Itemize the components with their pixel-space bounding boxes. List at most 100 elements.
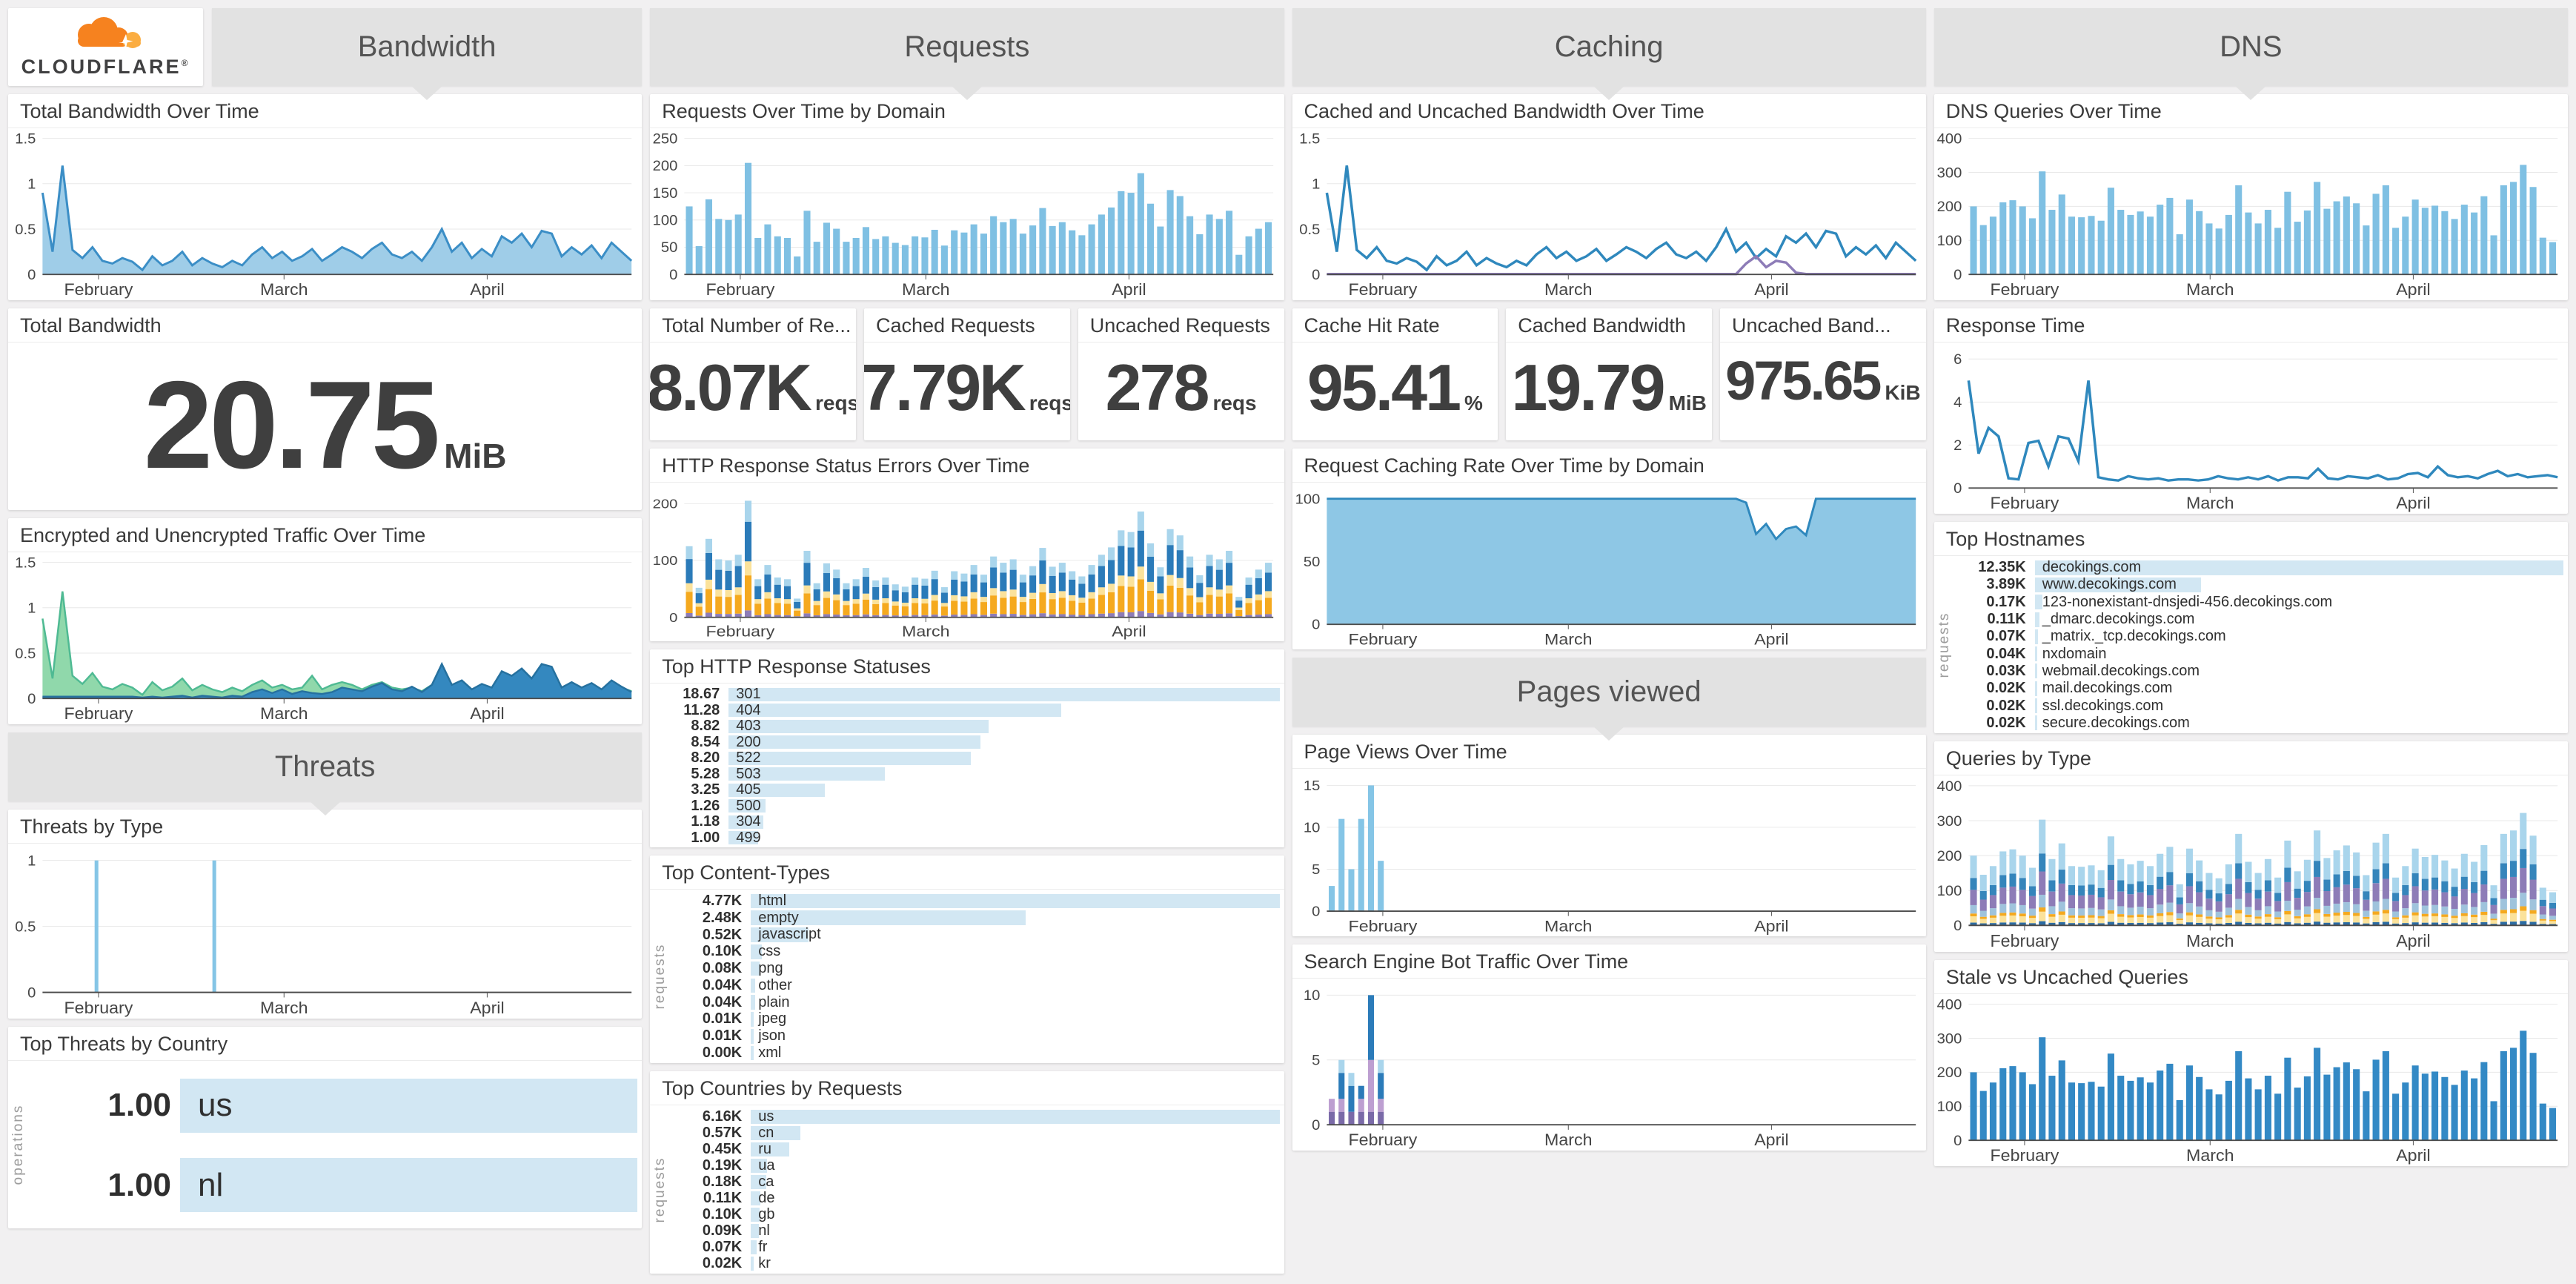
list-item[interactable]: 0.01K json	[674, 1027, 1279, 1045]
svg-text:February: February	[1348, 280, 1417, 299]
cached-uncached-line-chart[interactable]: 0 0.5 1 1.5 February March April	[1294, 131, 1922, 299]
list-item[interactable]: 0.01K jpeg	[674, 1010, 1279, 1028]
queries-by-type-stacked-chart[interactable]: 0 100 200 300 400 February March April	[1936, 778, 2563, 950]
total-bandwidth-area-chart[interactable]: 0 0.5 1 1.5 February March April	[10, 131, 637, 299]
dns-queries-bar-chart[interactable]: 0 100 200 300 400 February March April	[1936, 131, 2563, 299]
http-errors-stacked-chart[interactable]: 0 100 200 February March April	[651, 486, 1279, 640]
panel-title: Uncached Band...	[1720, 308, 1926, 342]
list-item[interactable]: 0.08K png	[674, 960, 1279, 977]
list-item-bar: us	[751, 1108, 1280, 1125]
list-item[interactable]: 0.03K webmail.decokings.com	[1958, 663, 2563, 680]
list-item[interactable]: 0.04K other	[674, 977, 1279, 994]
svg-text:0: 0	[1312, 267, 1320, 283]
svg-text:0: 0	[1312, 617, 1320, 632]
list-item[interactable]: 0.19K ua	[674, 1157, 1279, 1174]
list-item-label: 522	[736, 749, 761, 767]
list-item[interactable]: 0.45K ru	[674, 1141, 1279, 1157]
list-item[interactable]: 8.54 200	[651, 734, 1279, 751]
panel-uncached-bandwidth-stat: Uncached Band... 975.65 KiB	[1720, 308, 1926, 440]
list-item-value: 0.04K	[1986, 645, 2026, 662]
panel-bot-traffic: Search Engine Bot Traffic Over Time 0 5 10…	[1292, 944, 1926, 1151]
list-item-bar: decokings.com	[2034, 559, 2563, 575]
list-item-bar: 405	[728, 781, 1279, 798]
list-item[interactable]: 1.00 us	[32, 1068, 638, 1143]
list-item[interactable]: 0.57K cn	[674, 1125, 1279, 1141]
stat-number: 95.41	[1307, 351, 1461, 424]
stat-unit: reqs	[814, 391, 856, 414]
list-item-bar: nl	[180, 1158, 638, 1212]
list-item[interactable]: 4.77K html	[674, 893, 1280, 910]
list-item[interactable]: 6.16K us	[674, 1108, 1280, 1125]
list-item[interactable]: 18.67 301	[651, 686, 1280, 703]
list-item-value: 1.00	[107, 1087, 171, 1124]
list-item[interactable]: 8.82 403	[651, 718, 1279, 735]
list-item-value: 0.10K	[702, 1206, 743, 1223]
list-item[interactable]: 1.26 500	[651, 798, 1279, 815]
list-item[interactable]: 5.28 503	[651, 766, 1279, 783]
list-item-label: ssl.decokings.com	[2042, 697, 2164, 714]
svg-text:400: 400	[1936, 131, 1962, 147]
list-item[interactable]: 0.10K gb	[674, 1206, 1279, 1223]
cloudflare-logo[interactable]: CLOUDFLARE®	[8, 8, 203, 86]
column-caching: Caching Cached and Uncached Bandwidth Ov…	[1292, 8, 1926, 1151]
svg-text:1: 1	[27, 600, 36, 617]
list-item[interactable]: 0.11K de	[674, 1190, 1279, 1206]
list-item-label: ua	[758, 1156, 775, 1174]
response-time-line-chart[interactable]: 0 2 4 6 February March April	[1936, 345, 2563, 512]
hostnames-list: 12.35K decokings.com 3.89K www.decokings.co…	[1958, 559, 2563, 732]
panel-title: Top Content-Types	[650, 856, 1284, 890]
page-views-bar-chart[interactable]: 0 5 10 15 February March April	[1294, 772, 1922, 935]
list-item[interactable]: 0.18K ca	[674, 1174, 1279, 1190]
list-item[interactable]: 0.11K _dmarc.decokings.com	[1958, 611, 2563, 628]
content-types-list: 4.77K html 2.48K empty 0.52K javascript 0.10K c…	[674, 893, 1280, 1062]
list-item[interactable]: 0.09K nl	[674, 1222, 1279, 1240]
list-item[interactable]: 0.07K _matrix._tcp.decokings.com	[1958, 628, 2563, 645]
svg-text:February: February	[1990, 494, 2059, 512]
list-item[interactable]: 1.00 nl	[32, 1148, 638, 1222]
list-item[interactable]: 0.04K nxdomain	[1958, 645, 2563, 662]
list-item-value: 0.11K	[703, 1190, 743, 1207]
panel-title: Top Countries by Requests	[650, 1071, 1284, 1105]
list-item[interactable]: 0.52K javascript	[674, 926, 1279, 944]
requests-bar-chart[interactable]: 0 50 100 150 200 250 February March April	[651, 131, 1279, 299]
list-item[interactable]: 1.00 499	[651, 830, 1279, 847]
list-item-label: secure.decokings.com	[2042, 714, 2190, 731]
threats-country-list: 1.00 us 1.00 nl	[32, 1064, 638, 1227]
list-item[interactable]: 8.20 522	[651, 749, 1279, 767]
list-item[interactable]: 1.18 304	[651, 813, 1279, 830]
list-item[interactable]: 2.48K empty	[674, 910, 1279, 927]
list-item-bar: www.decokings.com	[2034, 576, 2563, 592]
list-item[interactable]: 3.25 405	[651, 781, 1279, 798]
svg-text:0: 0	[27, 267, 36, 283]
panel-title: Cache Hit Rate	[1292, 308, 1498, 342]
list-item[interactable]: 0.10K css	[674, 943, 1279, 960]
list-item[interactable]: 0.00K xml	[674, 1045, 1279, 1062]
list-item[interactable]: 0.02K mail.decokings.com	[1958, 680, 2563, 697]
panel-response-time: Response Time 0 2 4 6 February March April	[1933, 308, 2568, 514]
list-item-label: nxdomain	[2042, 645, 2107, 662]
list-item[interactable]: 12.35K decokings.com	[1958, 559, 2563, 576]
bot-traffic-stacked-chart[interactable]: 0 5 10 February March April	[1294, 982, 1922, 1149]
list-item[interactable]: 0.02K kr	[674, 1255, 1279, 1272]
list-item[interactable]: 0.02K secure.decokings.com	[1958, 715, 2563, 732]
list-item[interactable]: 0.07K fr	[674, 1239, 1279, 1256]
caching-rate-area-chart[interactable]: 0 50 100 February March April	[1294, 486, 1922, 648]
list-item[interactable]: 3.89K www.decokings.com	[1958, 576, 2563, 593]
list-item-label: other	[758, 976, 792, 993]
threats-by-type-bar-chart[interactable]: 0 0.5 1 February March April	[10, 847, 637, 1017]
panel-title: Queries by Type	[1933, 741, 2568, 775]
encrypted-traffic-area-chart[interactable]: 0 0.5 1 1.5 February March April	[10, 555, 637, 723]
list-item[interactable]: 0.02K ssl.decokings.com	[1958, 697, 2563, 714]
list-item[interactable]: 11.28 404	[651, 702, 1279, 719]
countries-list: 6.16K us 0.57K cn 0.45K ru 0.19K ua 0.18K ca 0.11K…	[674, 1108, 1280, 1272]
svg-text:1: 1	[27, 176, 36, 193]
y-axis-label: requests	[652, 943, 668, 1010]
cloudflare-cloud-icon	[77, 17, 141, 49]
list-item-bar: ru	[751, 1141, 1279, 1157]
svg-text:50: 50	[661, 240, 677, 257]
svg-text:300: 300	[1936, 1031, 1962, 1048]
list-item[interactable]: 0.17K 123-nonexistant-dnsjedi-456.decokin…	[1958, 594, 2563, 611]
stale-uncached-bar-chart[interactable]: 0 100 200 300 400 February March April	[1936, 997, 2563, 1165]
list-item[interactable]: 0.04K plain	[674, 994, 1279, 1011]
